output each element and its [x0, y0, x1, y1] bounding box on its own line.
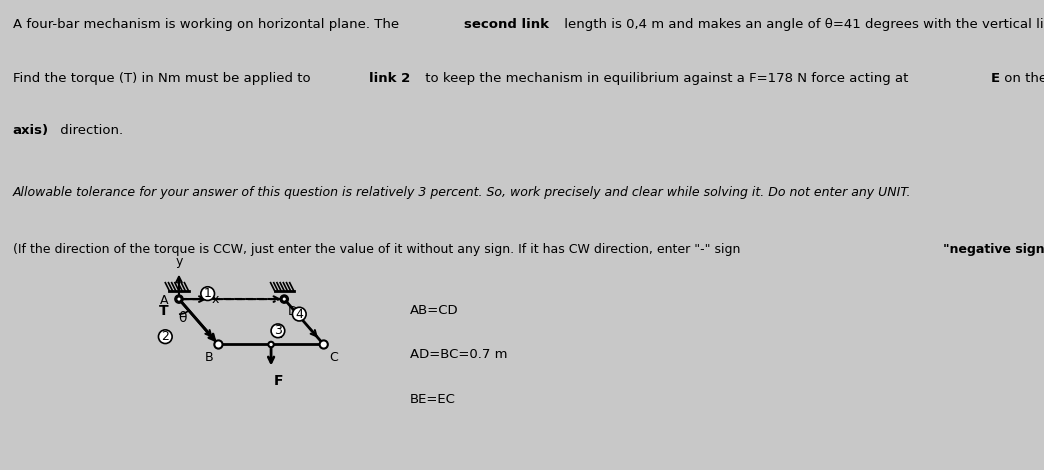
Text: T: T [159, 305, 169, 318]
Text: B: B [205, 352, 213, 364]
Text: 3: 3 [274, 324, 282, 337]
Circle shape [319, 340, 328, 349]
Circle shape [292, 307, 306, 321]
Text: E: E [991, 72, 1000, 86]
Text: AB=CD: AB=CD [409, 304, 458, 317]
Text: A four-bar mechanism is working on horizontal plane. The: A four-bar mechanism is working on horiz… [13, 18, 403, 31]
Circle shape [174, 295, 183, 303]
Text: Allowable tolerance for your answer of this question is relatively 3 percent. So: Allowable tolerance for your answer of t… [13, 186, 911, 199]
Text: on the link 3: on the link 3 [1000, 72, 1044, 86]
Text: A: A [160, 294, 169, 307]
Text: to keep the mechanism in equilibrium against a F=178 N force acting at: to keep the mechanism in equilibrium aga… [421, 72, 912, 86]
Text: second link: second link [464, 18, 549, 31]
Text: "negative sign": "negative sign" [943, 243, 1044, 256]
Text: length is 0,4 m and makes an angle of θ=41 degrees with the vertical line as sho: length is 0,4 m and makes an angle of θ=… [560, 18, 1044, 31]
Text: y: y [175, 255, 183, 268]
Text: 1: 1 [204, 287, 212, 300]
Text: (If the direction of the torque is CCW, just enter the value of it without any s: (If the direction of the torque is CCW, … [13, 243, 744, 256]
Text: E: E [275, 328, 282, 341]
Text: 4: 4 [295, 308, 303, 321]
Circle shape [271, 324, 285, 337]
Text: C: C [329, 352, 338, 364]
Circle shape [282, 297, 286, 301]
Circle shape [200, 287, 214, 300]
Circle shape [176, 297, 182, 301]
Text: axis): axis) [13, 124, 49, 137]
Text: Find the torque (T) in Nm must be applied to: Find the torque (T) in Nm must be applie… [13, 72, 314, 86]
Text: F: F [274, 374, 283, 388]
Text: link 2: link 2 [369, 72, 410, 86]
Text: direction.: direction. [56, 124, 123, 137]
Circle shape [268, 342, 274, 347]
Circle shape [280, 295, 288, 303]
Text: x: x [212, 293, 219, 306]
Circle shape [159, 330, 172, 344]
Text: AD=BC=0.7 m: AD=BC=0.7 m [409, 348, 507, 361]
Text: θ: θ [179, 311, 187, 325]
Text: D: D [288, 305, 298, 318]
Circle shape [214, 340, 222, 349]
Text: 2: 2 [162, 330, 169, 343]
Text: BE=EC: BE=EC [409, 393, 455, 406]
